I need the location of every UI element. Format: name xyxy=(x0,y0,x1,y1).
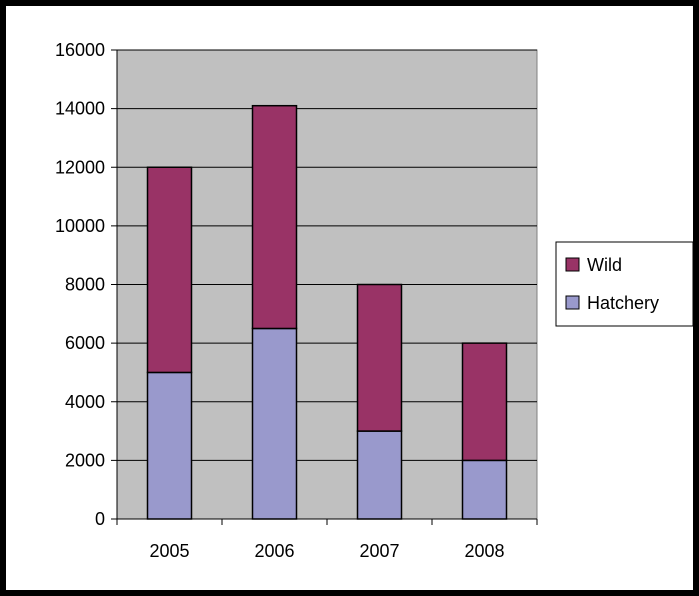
y-axis-ticks: 0 2000 4000 6000 8000 10000 12000 14000 16000 xyxy=(55,40,117,529)
bar-wild-2008 xyxy=(461,342,508,462)
legend-item-hatchery: Hatchery xyxy=(565,293,659,313)
y-tick-label: 10000 xyxy=(55,216,105,236)
x-tick-label: 2006 xyxy=(254,541,294,561)
x-tick-label: 2005 xyxy=(149,541,189,561)
legend-label-wild: Wild xyxy=(587,255,622,275)
y-tick-label: 16000 xyxy=(55,40,105,60)
bar-wild-2007 xyxy=(356,283,403,432)
x-tick-label: 2008 xyxy=(464,541,504,561)
bar-wild-2005 xyxy=(146,166,193,374)
y-tick-label: 2000 xyxy=(65,450,105,470)
bar-hatchery-2005 xyxy=(146,371,193,520)
legend-swatch-wild xyxy=(565,257,580,272)
x-axis-ticks: 2005 2006 2007 2008 xyxy=(116,519,538,561)
legend-swatch-hatchery xyxy=(565,295,580,310)
bar-hatchery-2008 xyxy=(461,459,508,520)
y-tick-label: 6000 xyxy=(65,333,105,353)
y-tick-label: 4000 xyxy=(65,392,105,412)
bars xyxy=(146,104,508,520)
legend-box xyxy=(555,241,694,327)
bar-hatchery-2006 xyxy=(251,327,298,520)
y-tick-label: 12000 xyxy=(55,157,105,177)
bar-hatchery-2007 xyxy=(356,430,403,520)
y-tick-label: 0 xyxy=(95,509,105,529)
legend-label-hatchery: Hatchery xyxy=(587,293,659,313)
bar-wild-2006 xyxy=(251,104,298,330)
x-tick-label: 2007 xyxy=(359,541,399,561)
y-tick-label: 14000 xyxy=(55,99,105,119)
y-tick-label: 8000 xyxy=(65,275,105,295)
legend-item-wild: Wild xyxy=(565,255,622,275)
